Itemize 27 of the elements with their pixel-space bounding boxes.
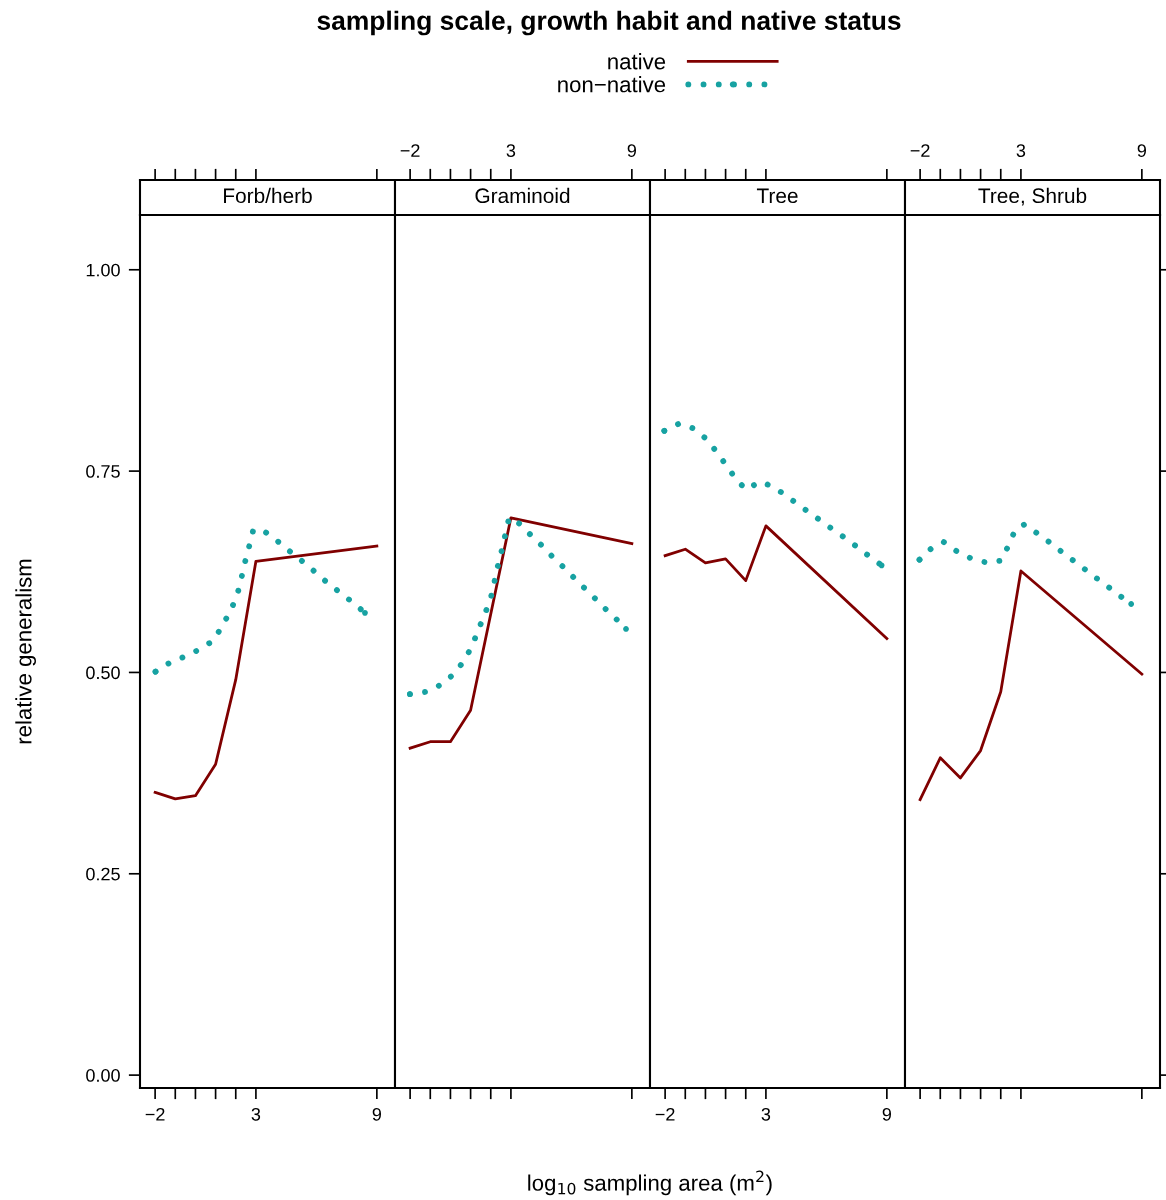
- legend-label: non−native: [558, 76, 666, 93]
- y-tick-label: 0.25: [86, 867, 120, 881]
- x-tick-label: −2: [655, 1107, 675, 1121]
- x-tick-label: 3: [251, 1107, 261, 1121]
- chart-title: Tree, Shrub: [978, 187, 1087, 206]
- line-series: [153, 544, 379, 801]
- x-tick-label: 3: [761, 1107, 771, 1121]
- chart-title: Tree: [756, 188, 798, 204]
- x-tick-label: 9: [882, 1107, 892, 1121]
- x2-tick-label: −2: [910, 144, 930, 157]
- y-tick-label: 1.00: [86, 263, 120, 277]
- x2-tick-label: 3: [1016, 144, 1026, 157]
- y-axis-title: relative generalism: [15, 559, 37, 744]
- x2-tick-label: −2: [400, 144, 420, 157]
- chart-title: Graminoid: [475, 187, 570, 204]
- x-tick-label: 9: [372, 1107, 382, 1121]
- legend-label: native: [608, 53, 666, 70]
- text: sampling scale, growth habit and native status: [317, 10, 901, 36]
- chart-title: Forb/herb: [224, 187, 312, 204]
- y-tick-label: 0.75: [86, 465, 120, 478]
- x-axis-title: log$_{10}$ sampling area (m$^{2}$): [528, 1170, 772, 1196]
- x2-tick-label: 9: [627, 144, 637, 157]
- y-tick-label: 0.00: [86, 1069, 120, 1082]
- x-tick-label: −2: [145, 1107, 165, 1121]
- y-tick-label: 0.50: [86, 666, 120, 680]
- x2-tick-label: 3: [506, 144, 516, 157]
- x2-tick-label: 9: [1137, 144, 1147, 157]
